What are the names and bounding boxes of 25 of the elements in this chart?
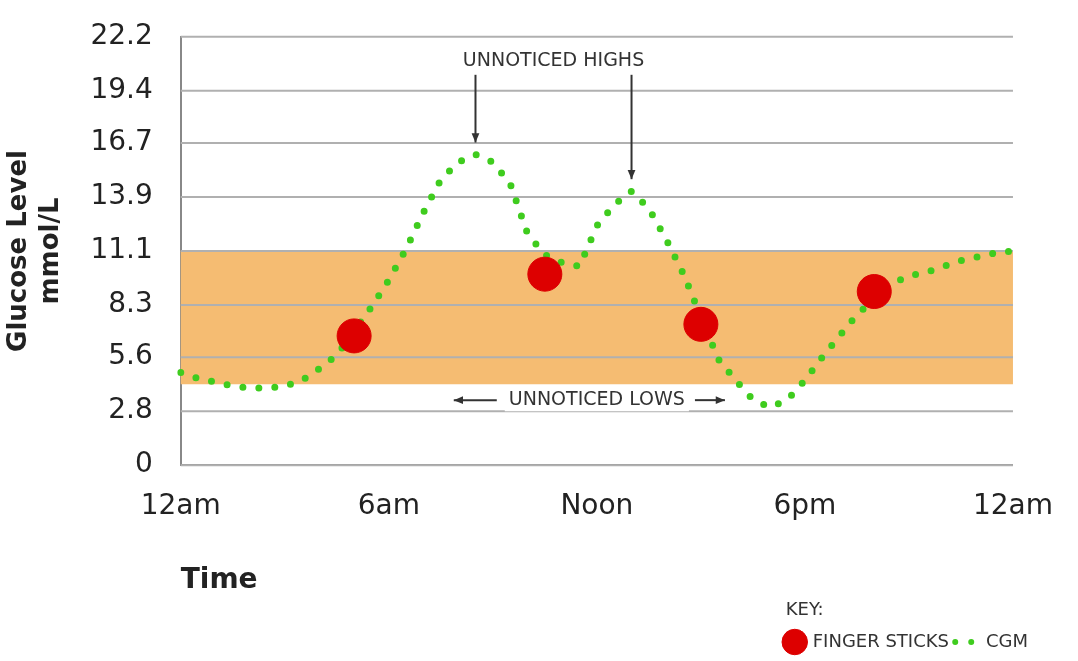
y-tick-label: 13.9 <box>90 178 153 212</box>
legend-label: FINGER STICKS <box>812 629 949 651</box>
y-tick-label: 5.6 <box>108 338 153 372</box>
legend-label: CGM <box>985 629 1028 651</box>
y-tick-label: 16.7 <box>90 124 153 158</box>
x-tick-label: Noon <box>560 488 634 522</box>
legend-title: KEY: <box>785 598 824 620</box>
x-tick-label: 12am <box>972 488 1053 522</box>
point <box>527 256 563 292</box>
point <box>856 274 892 310</box>
y-tick-label: 0 <box>134 446 153 480</box>
x-tick-label: 12am <box>140 488 221 522</box>
y-tick-label: 2.8 <box>108 392 153 426</box>
annotation: UNNOTICED LOWS <box>508 387 685 410</box>
y-tick-label: 8.3 <box>108 286 153 320</box>
y-tick-label: 19.4 <box>90 72 153 106</box>
point <box>683 306 719 342</box>
x-axis-title: Time <box>180 561 258 595</box>
x-tick-label: 6pm <box>773 488 837 522</box>
x-tick-label: 6am <box>357 488 420 522</box>
y-axis-title: Glucose Level mmol/L <box>2 150 64 352</box>
annotation: UNNOTICED HIGHS <box>462 47 645 70</box>
y-tick-label: 22.2 <box>90 18 153 52</box>
y-tick-label: 11.1 <box>90 232 153 266</box>
point <box>336 318 372 354</box>
